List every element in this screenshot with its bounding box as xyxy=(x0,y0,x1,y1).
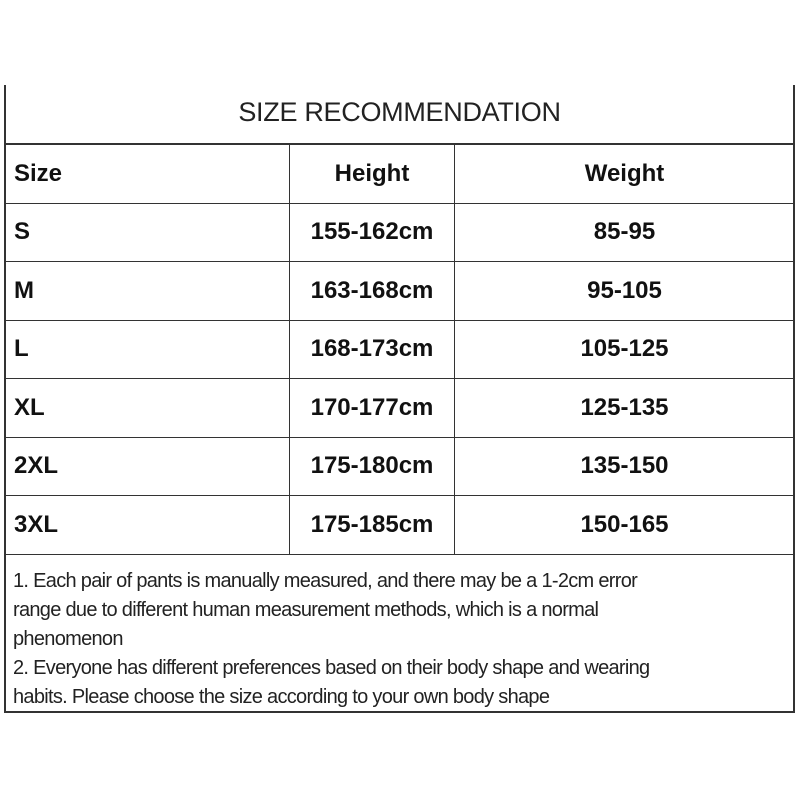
table-cell: 163-168cm xyxy=(289,261,455,321)
table-cell: 95-105 xyxy=(454,261,795,321)
note-line: phenomenon xyxy=(13,628,123,650)
table-cell: 135-150 xyxy=(454,436,795,496)
table-row: M 163-168cm 95-105 xyxy=(4,261,795,321)
table-cell: 105-125 xyxy=(454,319,795,379)
note-line: 1. Each pair of pants is manually measur… xyxy=(13,570,638,592)
table-row: 3XL 175-185cm 150-165 xyxy=(4,495,795,555)
column-header: Height xyxy=(289,143,455,204)
table-row: S 155-162cm 85-95 xyxy=(4,202,795,262)
table-row: XL 170-177cm 125-135 xyxy=(4,378,795,438)
table-cell: 2XL xyxy=(4,436,290,496)
size-table: Size Height Weight S 155-162cm 85-95 M 163-168c… xyxy=(4,143,795,555)
table-cell: L xyxy=(4,319,290,379)
column-header: Size xyxy=(4,143,290,204)
column-header: Weight xyxy=(454,143,795,204)
table-row: L 168-173cm 105-125 xyxy=(4,319,795,379)
table-cell: 125-135 xyxy=(454,378,795,438)
header-row: Size Height Weight xyxy=(4,143,795,204)
note-line: range due to different human measurement… xyxy=(13,599,599,621)
table-cell: S xyxy=(4,202,290,262)
notes: 1. Each pair of pants is manually measur… xyxy=(13,567,793,712)
size-chart: SIZE RECOMMENDATION Size Height Weight S 155… xyxy=(4,85,795,713)
table-cell: XL xyxy=(4,378,290,438)
chart-title: SIZE RECOMMENDATION xyxy=(238,97,561,127)
note-line: habits. Please choose the size according… xyxy=(13,686,550,708)
table-cell: 150-165 xyxy=(454,495,795,555)
table-row: 2XL 175-180cm 135-150 xyxy=(4,436,795,496)
table-cell: 175-180cm xyxy=(289,436,455,496)
table-cell: 85-95 xyxy=(454,202,795,262)
table-cell: M xyxy=(4,261,290,321)
note-line: 2. Everyone has different preferences ba… xyxy=(13,657,650,679)
table-cell: 168-173cm xyxy=(289,319,455,379)
table-cell: 170-177cm xyxy=(289,378,455,438)
table-cell: 175-185cm xyxy=(289,495,455,555)
table-cell: 3XL xyxy=(4,495,290,555)
table-cell: 155-162cm xyxy=(289,202,455,262)
